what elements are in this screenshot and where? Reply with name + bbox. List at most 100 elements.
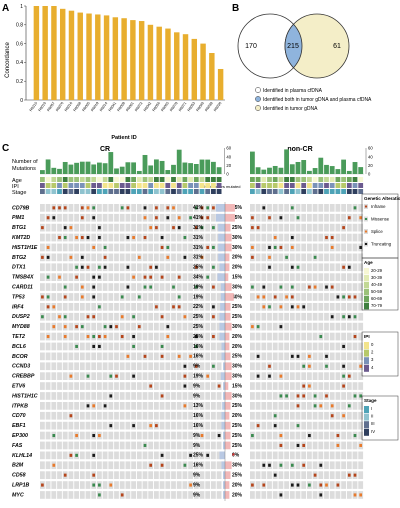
mutation-mark (149, 463, 153, 467)
stage-cell (255, 189, 261, 194)
mutation-mark (319, 483, 323, 487)
oncoprint-cell (335, 451, 341, 460)
x-tick-label: R0009 (117, 101, 126, 112)
oncoprint-cell (40, 451, 45, 460)
oncoprint-cell (40, 342, 45, 351)
oncoprint-cell (346, 362, 352, 371)
oncoprint-cell (211, 402, 216, 410)
oncoprint-cell (159, 263, 165, 272)
pct-bar-cr (223, 382, 225, 390)
tmb-bar (205, 159, 211, 174)
mutation-mark (302, 463, 306, 467)
mutation-mark (330, 414, 334, 418)
mutation-mark (342, 226, 345, 230)
oncoprint-cell (261, 451, 267, 460)
oncoprint-cell (136, 223, 142, 232)
oncoprint-cell (74, 382, 79, 390)
oncoprint-cell (255, 402, 261, 410)
oncoprint-cell (125, 253, 131, 262)
oncoprint-cell (289, 362, 295, 371)
mutation-mark (212, 364, 215, 368)
oncoprint-cell (261, 392, 267, 400)
oncoprint-cell (40, 352, 45, 361)
stage-cell (159, 189, 165, 194)
pct-bar-noncr (225, 481, 230, 489)
oncoprint-cell (318, 441, 324, 450)
gene-row: TP53 19% 40% (12, 293, 364, 301)
gene-row: MYD88 25% 30% (12, 322, 364, 331)
oncoprint-cell (102, 461, 108, 470)
oncoprint-cell (142, 481, 148, 489)
oncoprint-cell (307, 233, 312, 242)
oncoprint-cell (289, 382, 295, 390)
gene-row: IRF4 22% 25% (12, 303, 364, 311)
oncoprint-cell (45, 362, 51, 371)
pct-cr-label: 25% (193, 265, 204, 271)
pct-bar-cr (218, 253, 225, 262)
oncoprint-cell (136, 352, 142, 361)
mutation-mark (75, 275, 78, 279)
stage-cell (131, 189, 136, 194)
mutation-mark (166, 216, 170, 220)
mutation-mark (273, 473, 277, 477)
oncoprint-cell (255, 243, 261, 252)
mutation-mark (273, 414, 277, 418)
oncoprint-cell (216, 451, 222, 460)
gene-label: CCND3 (12, 364, 30, 370)
oncoprint-cell (171, 372, 176, 380)
oncoprint-cell (85, 481, 91, 489)
oncoprint-cell (289, 421, 295, 430)
mutation-mark (103, 404, 107, 408)
oncoprint-cell (341, 451, 346, 460)
oncoprint-cell (267, 441, 272, 450)
ipi-cell (193, 183, 199, 188)
oncoprint-cell (250, 491, 255, 499)
oncoprint-cell (176, 451, 182, 460)
pct-bar-noncr (225, 253, 230, 262)
venn-legend-marker (255, 87, 261, 93)
mutation-mark (296, 404, 300, 408)
oncoprint-cell (255, 491, 261, 499)
oncoprint-cell (216, 392, 222, 400)
oncoprint-cell (165, 342, 171, 351)
ipi-cell (250, 183, 255, 188)
oncoprint-cell (154, 411, 159, 420)
oncoprint-cell (159, 411, 165, 420)
pct-bar-noncr (225, 332, 230, 341)
legend-swatch (364, 421, 369, 429)
legend-swatch (364, 428, 369, 436)
pct-cr-label: 31% (193, 235, 204, 241)
oncoprint-cell (335, 411, 341, 420)
stage-cell (261, 189, 267, 194)
bar (86, 13, 92, 101)
stage-cell (45, 189, 51, 194)
oncoprint-cell (329, 441, 335, 450)
oncoprint-cell (102, 204, 108, 212)
oncoprint-cell (45, 372, 51, 380)
oncoprint-cell (62, 392, 68, 400)
oncoprint-cell (45, 392, 51, 400)
oncoprint-cell (68, 243, 74, 252)
mutation-mark (256, 354, 260, 358)
oncoprint-cell (205, 223, 211, 232)
oncoprint-cell (267, 352, 272, 361)
age-cell (199, 177, 205, 182)
oncoprint-cell (119, 402, 125, 410)
oncoprint-cell (68, 392, 74, 400)
oncoprint-cell (57, 471, 62, 479)
oncoprint-cell (318, 411, 324, 420)
mutation-mark (189, 354, 192, 358)
oncoprint-cell (85, 441, 91, 450)
oncoprint-cell (85, 322, 91, 331)
oncoprint-cell (289, 312, 295, 321)
oncoprint-cell (307, 461, 312, 470)
mutation-mark (86, 315, 90, 319)
oncoprint-cell (136, 441, 142, 450)
oncoprint-cell (79, 312, 85, 321)
mutation-mark (126, 354, 130, 358)
oncoprint-cell (301, 243, 307, 252)
oncoprint-cell (335, 233, 341, 242)
oncoprint-cell (324, 312, 329, 321)
mutation-mark (200, 255, 204, 259)
oncoprint-cell (261, 471, 267, 479)
